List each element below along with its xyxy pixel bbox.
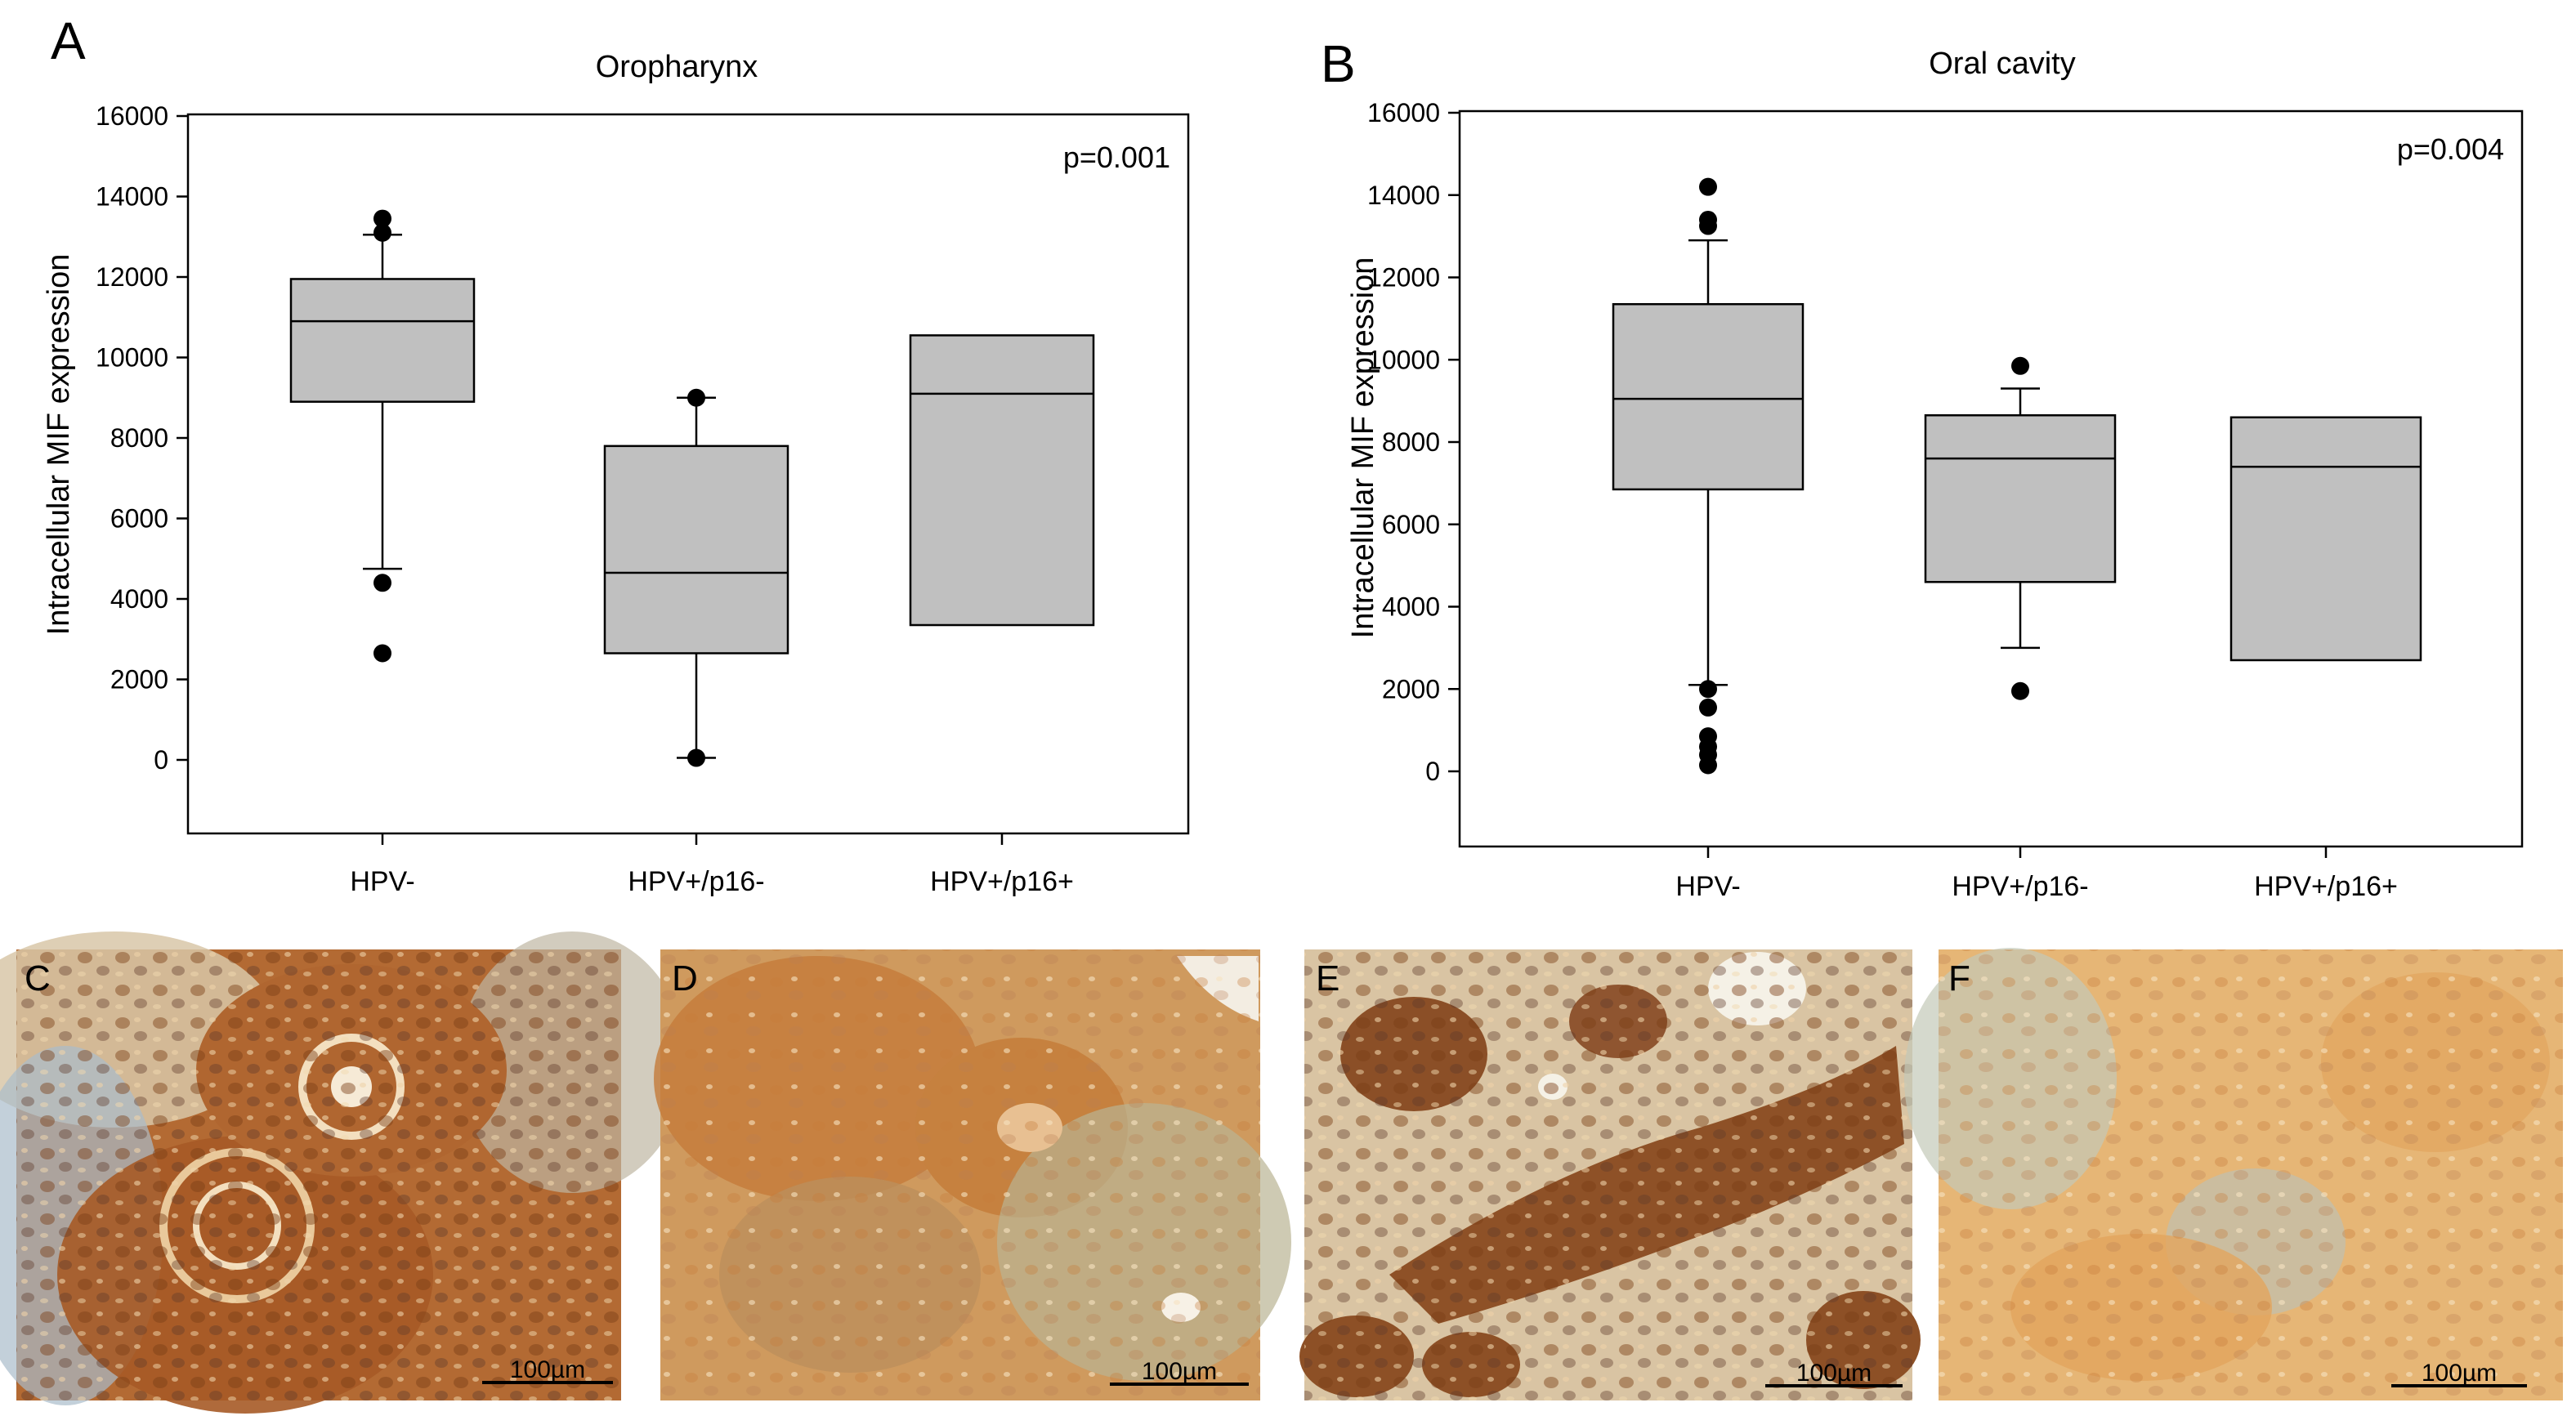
x-category-label: HPV+/p16+ xyxy=(2254,871,2398,902)
p-value-annotation: p=0.004 xyxy=(2397,132,2504,166)
outlier-point xyxy=(1699,698,1717,717)
plot-frame xyxy=(1458,109,2524,848)
y-tick-label: 6000 xyxy=(1382,510,1440,539)
y-axis-label: Intracellular MIF expression xyxy=(42,254,76,636)
outlier-point xyxy=(1699,217,1717,235)
micrograph-e: E 100µm xyxy=(1299,949,1921,1400)
y-tick-label: 12000 xyxy=(96,262,168,292)
y-tick-label: 10000 xyxy=(96,343,168,373)
y-tick-label: 8000 xyxy=(1382,427,1440,457)
micrograph-f: F 100µm xyxy=(1904,948,2563,1400)
micrograph-d: D 100µm xyxy=(654,949,1291,1400)
y-tick-label: 14000 xyxy=(96,182,168,212)
scale-bar-label: 100µm xyxy=(510,1356,585,1383)
y-tick-label: 4000 xyxy=(1382,592,1440,622)
box-iqr xyxy=(1924,414,2117,583)
panel-letter-c: C xyxy=(25,958,51,998)
outlier-point xyxy=(373,223,391,242)
box-iqr xyxy=(289,278,476,403)
box-chart-oropharynx: Oropharynx p=0.001 Intracellular MIF exp… xyxy=(42,50,1190,897)
box-marks xyxy=(1612,177,2422,775)
y-ticks: 0 2000 4000 6000 8000 10000 12000 14000 16000 xyxy=(1367,98,1460,786)
outlier-point xyxy=(2011,681,2029,700)
outlier-point xyxy=(1699,756,1717,775)
outlier-point xyxy=(2011,356,2029,375)
x-category-labels: HPV- HPV+/p16- HPV+/p16+ xyxy=(350,833,1074,897)
y-tick-label: 0 xyxy=(1425,757,1440,786)
y-tick-label: 2000 xyxy=(110,665,168,695)
x-category-label: HPV+/p16+ xyxy=(930,866,1074,897)
x-category-labels: HPV- HPV+/p16- HPV+/p16+ xyxy=(1675,847,2398,902)
scale-bar-label: 100µm xyxy=(1796,1360,1872,1387)
y-tick-label: 16000 xyxy=(96,101,168,131)
y-tick-label: 0 xyxy=(154,745,168,775)
scale-bar-label: 100µm xyxy=(2422,1360,2497,1387)
panel-letter-e: E xyxy=(1316,958,1339,998)
y-tick-label: 6000 xyxy=(110,504,168,534)
y-tick-label: 8000 xyxy=(110,423,168,453)
outlier-point xyxy=(1699,680,1717,699)
y-tick-label: 14000 xyxy=(1367,181,1440,210)
panel-letter-d: D xyxy=(672,958,698,998)
box-iqr xyxy=(2229,416,2422,662)
micrograph-c: C 100µm xyxy=(0,931,686,1414)
outlier-point xyxy=(373,644,391,663)
outlier-point xyxy=(687,388,705,407)
y-tick-label: 12000 xyxy=(1367,263,1440,293)
outlier-point xyxy=(687,748,705,767)
panel-letter-b: B xyxy=(1321,34,1356,93)
outlier-point xyxy=(373,574,391,592)
box-iqr xyxy=(603,444,789,654)
x-category-label: HPV- xyxy=(350,866,414,897)
y-ticks: 0 2000 4000 6000 8000 10000 12000 14000 16000 xyxy=(96,101,188,775)
plot-frame xyxy=(186,113,1190,835)
chart-title: Oropharynx xyxy=(596,50,758,84)
y-tick-label: 2000 xyxy=(1382,674,1440,704)
chart-title: Oral cavity xyxy=(1929,47,2075,81)
y-tick-label: 4000 xyxy=(110,584,168,614)
outlier-point xyxy=(373,209,391,228)
outlier-point xyxy=(1699,177,1717,196)
y-tick-label: 16000 xyxy=(1367,98,1440,127)
scale-bar-label: 100µm xyxy=(1142,1358,1217,1385)
x-category-label: HPV+/p16- xyxy=(1952,871,2088,902)
box-chart-oral-cavity: Oral cavity p=0.004 Intracellular MIF ex… xyxy=(1346,47,2524,902)
x-category-label: HPV- xyxy=(1675,871,1740,902)
box-marks xyxy=(289,209,1095,767)
x-category-label: HPV+/p16- xyxy=(628,866,764,897)
y-axis-label: Intracellular MIF expression xyxy=(1346,257,1380,639)
box-iqr xyxy=(909,334,1095,627)
y-tick-label: 10000 xyxy=(1367,345,1440,374)
p-value-annotation: p=0.001 xyxy=(1063,141,1170,174)
panel-letter-a: A xyxy=(51,11,86,70)
panel-letter-f: F xyxy=(1948,958,1970,998)
box-iqr xyxy=(1612,302,1805,491)
